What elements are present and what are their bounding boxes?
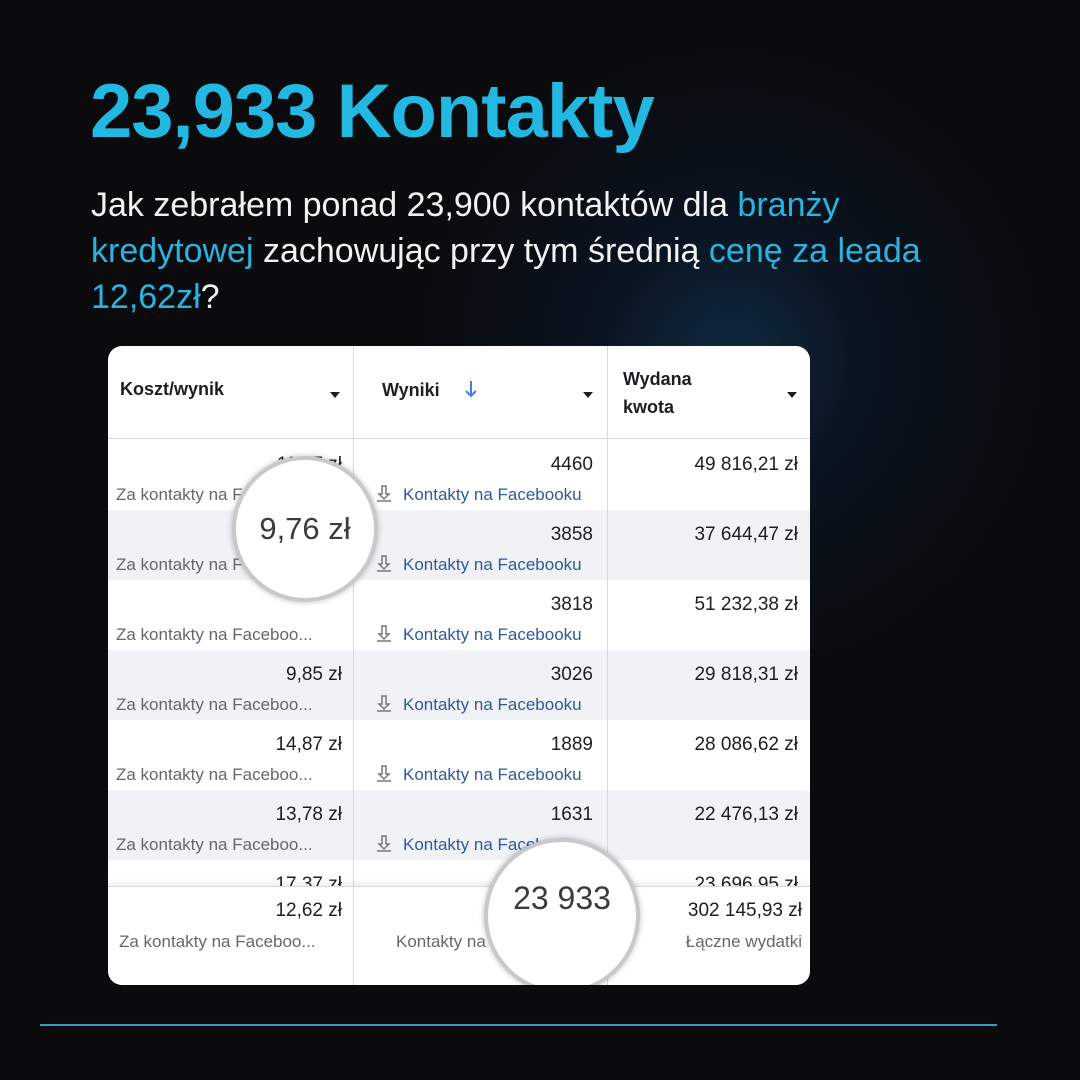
column-header[interactable]: Koszt/wynik	[120, 379, 225, 399]
sort-arrow	[464, 380, 478, 398]
subtitle-segment: branży kredytowej	[91, 186, 840, 270]
cost-label: Za kontakty na Faceboo...	[116, 765, 313, 784]
subtitle: Jak zebrałem ponad 23,900 kontaktów dla …	[91, 182, 931, 320]
download-icon	[375, 554, 393, 574]
spend: 29 818,31 zł	[694, 664, 798, 685]
total-cost-label: Za kontakty na Faceboo...	[119, 932, 316, 951]
subtitle-segment: cenę za leada 12,62zł	[91, 232, 921, 316]
magnified-total-results: 23 933	[513, 880, 611, 916]
cost-label: Za kontakty na Faceboo...	[116, 625, 313, 644]
cost: 9,85 zł	[286, 664, 342, 685]
spend: 49 816,21 zł	[694, 454, 798, 475]
download-icon	[375, 694, 393, 714]
column-divider	[353, 346, 354, 985]
row-bg	[108, 790, 810, 860]
dropdown-caret	[786, 386, 798, 398]
totals-bg	[108, 886, 810, 985]
spend: 51 232,38 zł	[694, 594, 798, 615]
cost: 13,78 zł	[275, 804, 342, 825]
results: 1631	[550, 804, 593, 825]
cost: 14,87 zł	[275, 734, 342, 755]
results: 3026	[550, 664, 593, 685]
magnifier: 9,76 zł	[232, 456, 378, 602]
subtitle-segment: Jak zebrałem ponad 23,900 kontaktów dla	[91, 186, 738, 224]
results: 3818	[550, 594, 593, 615]
results-label: Kontakty na Facebooku	[403, 765, 582, 784]
dropdown-caret	[582, 386, 594, 398]
title: 23,933 Kontakty	[90, 69, 655, 154]
column-header[interactable]: Wydana kwota	[623, 369, 692, 417]
total-spend-label: Łączne wydatki	[685, 932, 802, 951]
results: 1889	[550, 734, 593, 755]
results-label: Kontakty na Facebooku	[403, 625, 582, 644]
download-icon	[375, 484, 393, 504]
magnified-cost: 9,76 zł	[259, 511, 351, 546]
spend: 28 086,62 zł	[694, 734, 798, 755]
row-bg	[108, 510, 810, 580]
subtitle-segment: ?	[200, 278, 220, 316]
spend: 37 644,47 zł	[694, 524, 798, 545]
cost-label: Za kontakty na Faceboo...	[116, 835, 313, 854]
magnifier: 23 933	[484, 838, 640, 985]
column-divider	[607, 346, 608, 985]
download-icon	[375, 764, 393, 784]
dropdown-caret	[329, 386, 341, 398]
results-label: Kontakty na Facebooku	[403, 695, 582, 714]
divider	[40, 1024, 997, 1026]
total-cost: 12,62 zł	[275, 900, 342, 921]
total-spend: 302 145,93 zł	[687, 900, 802, 921]
subtitle-segment: zachowując przy tym średnią	[253, 232, 709, 270]
results-label: Kontakty na Facebooku	[403, 485, 582, 504]
row-bg	[108, 650, 810, 720]
header-border	[108, 438, 810, 439]
results-label: Kontakty na Facebooku	[403, 555, 582, 574]
download-icon	[375, 834, 393, 854]
column-header[interactable]: Wyniki	[382, 380, 440, 400]
results: 3858	[550, 524, 593, 545]
cost-label: Za kontakty na Faceboo...	[116, 695, 313, 714]
spend: 22 476,13 zł	[694, 804, 798, 825]
download-icon	[375, 624, 393, 644]
results: 4460	[550, 454, 593, 475]
